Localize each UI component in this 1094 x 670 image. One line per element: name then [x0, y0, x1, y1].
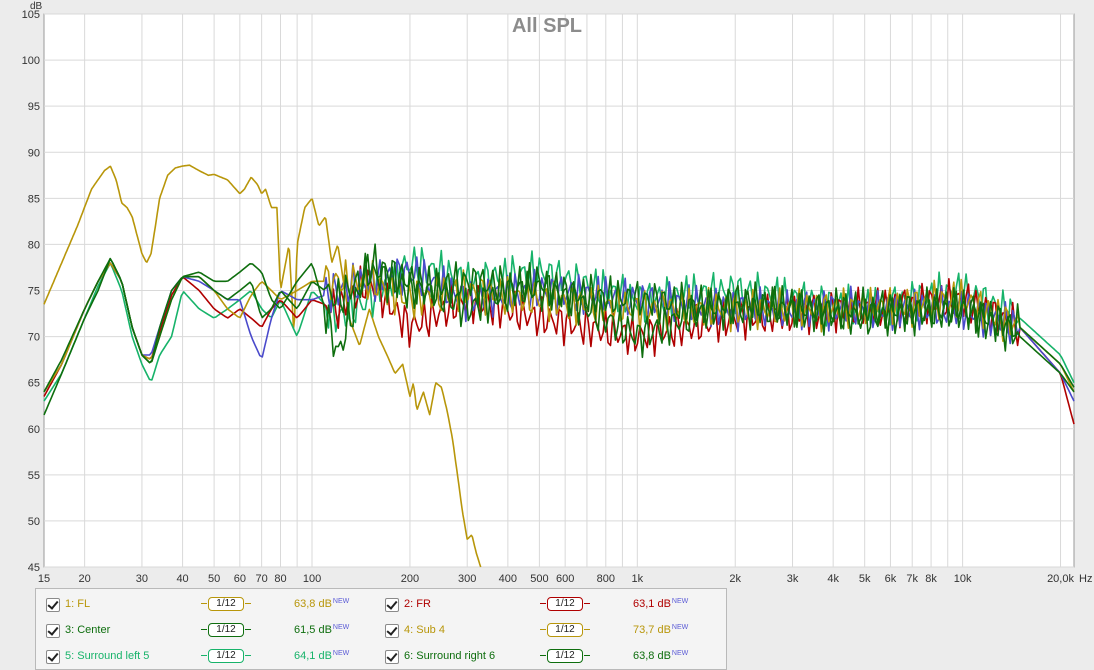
- level-value: 64,1 dBNEW: [294, 650, 350, 662]
- chart-title: All SPL: [512, 15, 582, 37]
- y-tick-label: 105: [22, 9, 40, 21]
- y-tick-label: 60: [28, 424, 40, 436]
- y-tick-label: 90: [28, 147, 40, 159]
- x-tick-label: 50: [208, 573, 220, 585]
- y-tick-label: 75: [28, 286, 40, 298]
- new-badge: NEW: [332, 598, 350, 605]
- x-tick-label: 8k: [925, 573, 937, 585]
- x-tick-label: 800: [597, 573, 615, 585]
- series-label: 5: Surround left 5: [65, 650, 150, 662]
- x-tick-label: 100: [303, 573, 321, 585]
- new-badge: NEW: [671, 624, 689, 631]
- y-tick-label: 80: [28, 239, 40, 251]
- legend-panel: 1: FL 1/12 63,8 dBNEW 2: FR 1/12 63,1 dB…: [35, 588, 727, 670]
- checkbox-surround-right[interactable]: [385, 650, 399, 664]
- series-line: [43, 252, 1075, 393]
- x-tick-label: 300: [458, 573, 476, 585]
- x-tick-label: 200: [401, 573, 419, 585]
- checkbox-surround-left[interactable]: [46, 650, 60, 664]
- level-value: 63,8 dBNEW: [294, 598, 350, 610]
- smoothing-control[interactable]: 1/12: [201, 597, 251, 611]
- new-badge: NEW: [671, 650, 689, 657]
- x-axis-unit: Hz: [1079, 573, 1092, 585]
- x-tick-label: 15: [38, 573, 50, 585]
- checkbox-fl[interactable]: [46, 598, 60, 612]
- smoothing-control[interactable]: 1/12: [201, 649, 251, 663]
- level-value: 63,8 dBNEW: [633, 650, 689, 662]
- x-tick-label: 1k: [632, 573, 644, 585]
- x-tick-label: 6k: [885, 573, 897, 585]
- x-tick-label: 40: [176, 573, 188, 585]
- smoothing-control[interactable]: 1/12: [540, 597, 590, 611]
- series-label: 2: FR: [404, 598, 431, 610]
- y-tick-label: 45: [28, 562, 40, 574]
- y-tick-label: 85: [28, 193, 40, 205]
- series-label: 4: Sub 4: [404, 624, 445, 636]
- series-label: 1: FL: [65, 598, 91, 610]
- series-label: 6: Surround right 6: [404, 650, 496, 662]
- x-tick-label: 30: [136, 573, 148, 585]
- y-tick-label: 65: [28, 378, 40, 390]
- x-tick-label: 400: [499, 573, 517, 585]
- x-tick-label: 4k: [827, 573, 839, 585]
- y-tick-label: 70: [28, 332, 40, 344]
- y-axis-unit: dB: [30, 1, 43, 12]
- x-tick-label: 7k: [906, 573, 918, 585]
- x-tick-label: 2k: [729, 573, 741, 585]
- x-tick-label: 70: [256, 573, 268, 585]
- checkbox-center[interactable]: [46, 624, 60, 638]
- smoothing-control[interactable]: 1/12: [540, 649, 590, 663]
- y-tick-label: 95: [28, 101, 40, 113]
- y-tick-label: 55: [28, 470, 40, 482]
- x-tick-label: 600: [556, 573, 574, 585]
- new-badge: NEW: [332, 650, 350, 657]
- smoothing-control[interactable]: 1/12: [201, 623, 251, 637]
- checkbox-fr[interactable]: [385, 598, 399, 612]
- y-tick-label: 100: [22, 55, 40, 67]
- level-value: 73,7 dBNEW: [633, 624, 689, 636]
- x-tick-label: 10k: [954, 573, 972, 585]
- x-tick-label: 3k: [787, 573, 799, 585]
- x-tick-label: 500: [530, 573, 548, 585]
- level-value: 63,1 dBNEW: [633, 598, 689, 610]
- x-tick-label: 20,0k: [1047, 573, 1074, 585]
- level-value: 61,5 dBNEW: [294, 624, 350, 636]
- new-badge: NEW: [671, 598, 689, 605]
- series-label: 3: Center: [65, 624, 111, 636]
- smoothing-control[interactable]: 1/12: [540, 623, 590, 637]
- y-tick-label: 50: [28, 516, 40, 528]
- y-tick-labels: 45 50 55 60 65 70 75 80 85 90 95 100 105: [22, 9, 40, 574]
- series-line: [43, 246, 1075, 402]
- spl-chart: All SPL dB Hz 45505560657075808590951001…: [22, 1, 1093, 585]
- x-tick-label: 60: [234, 573, 246, 585]
- series-line: [43, 164, 482, 568]
- x-tick-label: 80: [274, 573, 286, 585]
- x-tick-label: 20: [79, 573, 91, 585]
- checkbox-sub[interactable]: [385, 624, 399, 638]
- series-layer: [43, 164, 1075, 568]
- x-tick-labels: 15 20 30 40 50 60 70 80 100 200 300 400 500 600 800 1k 2…: [38, 573, 1075, 585]
- x-tick-label: 5k: [859, 573, 871, 585]
- new-badge: NEW: [332, 624, 350, 631]
